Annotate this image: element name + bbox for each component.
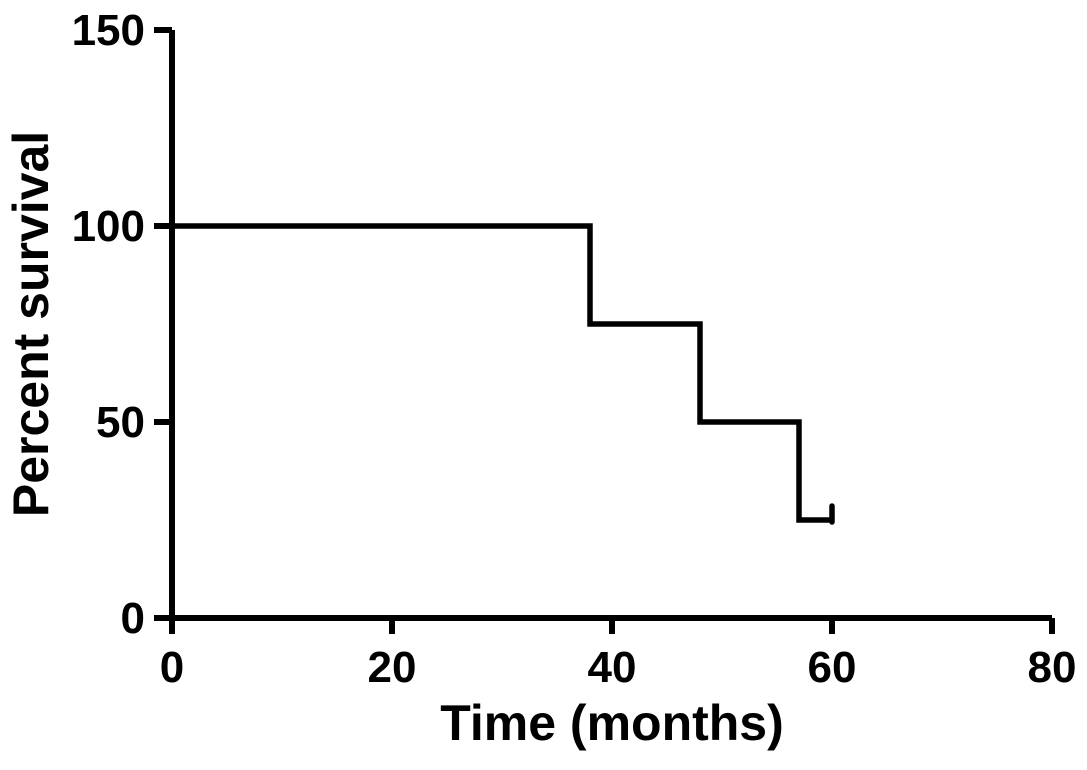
x-tick-label: 40 <box>588 643 637 692</box>
y-tick-label: 150 <box>72 6 145 55</box>
y-tick-label: 50 <box>96 398 145 447</box>
x-tick-label: 0 <box>160 643 184 692</box>
y-tick-label: 0 <box>121 594 145 643</box>
x-tick-label: 60 <box>808 643 857 692</box>
y-tick-label: 100 <box>72 202 145 251</box>
x-axis-title: Time (months) <box>440 695 784 751</box>
axes-layer: 0 50 100 150 0 20 40 60 80 <box>72 6 1077 692</box>
x-tick-label: 20 <box>368 643 417 692</box>
x-tick-label: 80 <box>1028 643 1077 692</box>
y-axis-title: Percent survival <box>3 131 59 517</box>
curve-layer <box>172 223 835 525</box>
survival-step-curve <box>172 223 832 523</box>
